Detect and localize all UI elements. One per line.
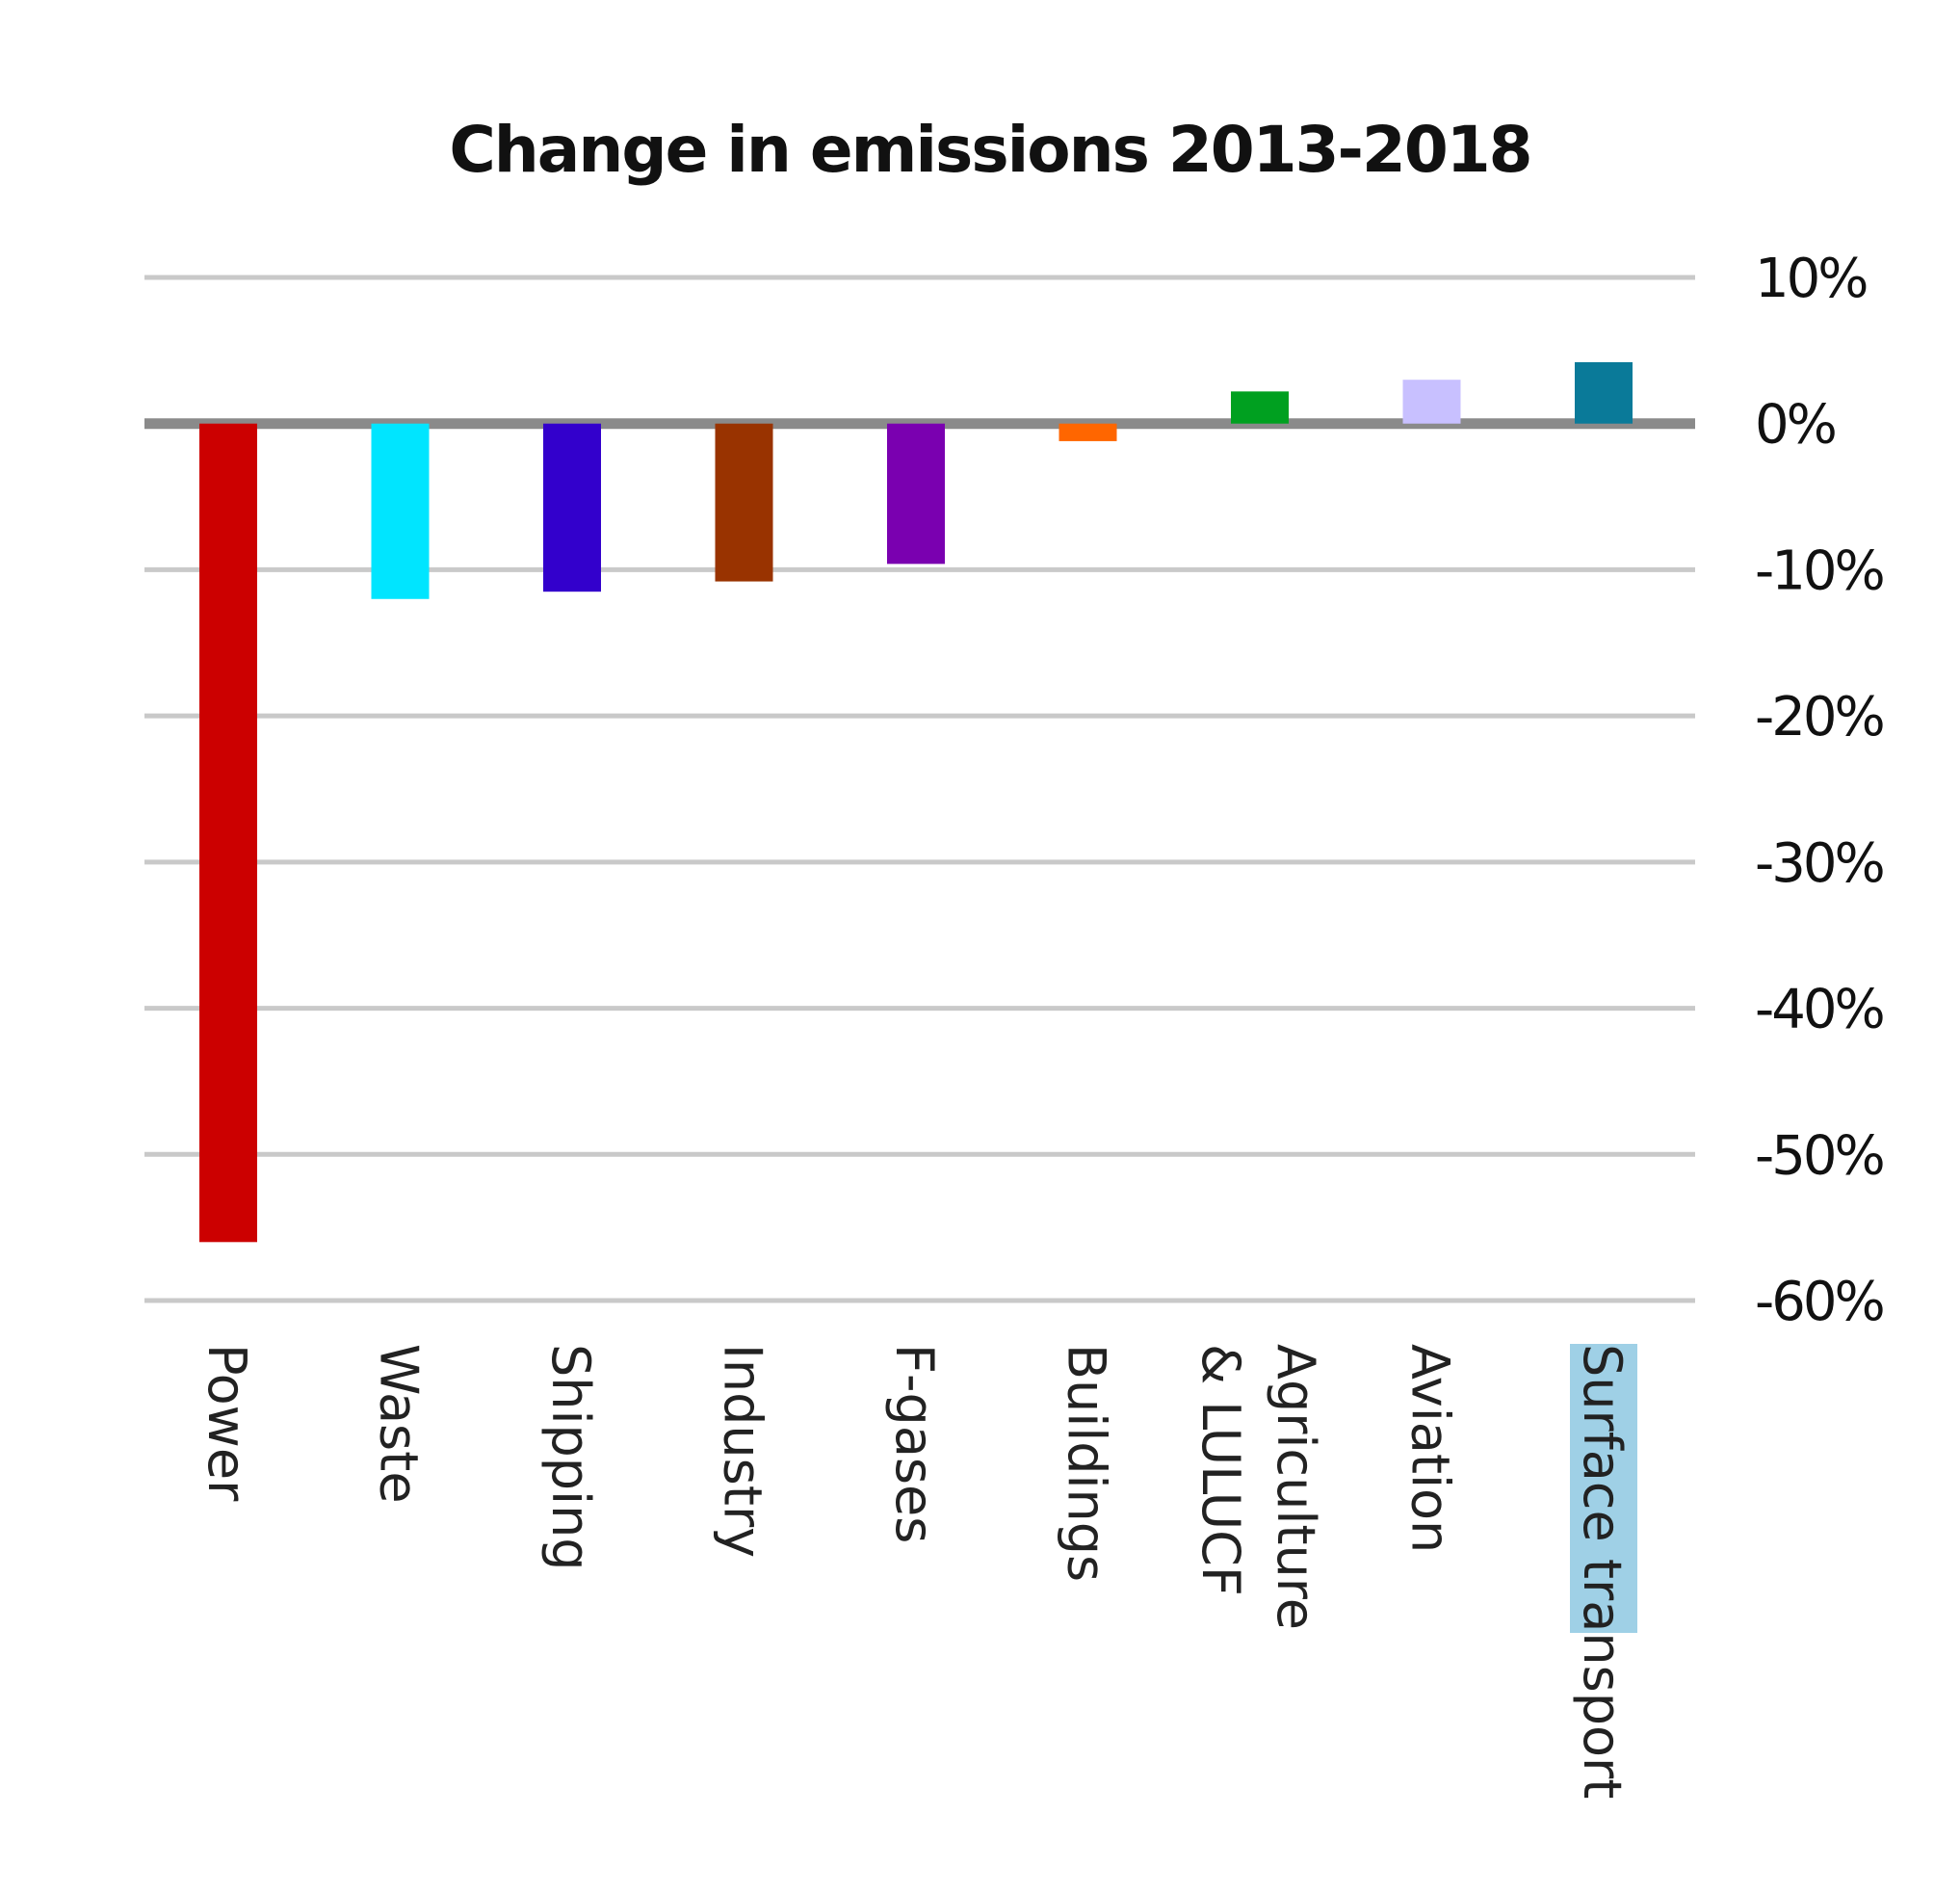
bar-aviation xyxy=(1402,380,1461,424)
category-label-shipping: Shipping xyxy=(540,1344,601,1571)
category-label-text: Aviation xyxy=(1400,1344,1461,1553)
bars xyxy=(199,361,1633,1243)
category-label-text: Waste xyxy=(369,1344,430,1504)
category-label-power: Power xyxy=(196,1344,257,1502)
y-tick-label: -40% xyxy=(1755,979,1883,1041)
bar-buildings xyxy=(1058,423,1117,441)
category-label-text: F-gases xyxy=(884,1344,945,1543)
bar-agriculture-lulucf xyxy=(1231,391,1289,424)
category-label-f-gases: F-gases xyxy=(884,1344,945,1543)
category-label-text: & LULUCF xyxy=(1190,1344,1251,1596)
category-label-aviation: Aviation xyxy=(1400,1344,1461,1553)
bar-surface-transport xyxy=(1575,361,1633,424)
bar-waste xyxy=(371,423,430,599)
text-selection-highlight xyxy=(1570,1344,1637,1633)
category-label-waste: Waste xyxy=(369,1344,430,1504)
category-label-text: Surface transport xyxy=(1572,1344,1633,1799)
category-label-text: Industry xyxy=(713,1344,773,1558)
category-labels: Power Waste Shipping Industry F-gases Buildin… xyxy=(196,1344,1637,1799)
category-label-text: Buildings xyxy=(1057,1344,1117,1582)
y-tick-label: -20% xyxy=(1755,686,1883,749)
category-label-text: Shipping xyxy=(540,1344,601,1571)
category-label-surface-transport: Surface transport xyxy=(1570,1344,1637,1799)
y-tick-label: 0% xyxy=(1755,394,1836,457)
y-tick-label: -60% xyxy=(1755,1271,1883,1333)
category-label-text: Agriculture xyxy=(1266,1344,1326,1630)
bar-industry xyxy=(715,423,773,582)
category-label-agriculture-lulucf: Agriculture& LULUCF xyxy=(1190,1344,1326,1630)
bar-f-gases xyxy=(887,423,945,565)
y-tick-label: -10% xyxy=(1755,539,1883,602)
chart-title: Change in emissions 2013-2018 xyxy=(449,113,1530,187)
y-tick-label: -50% xyxy=(1755,1124,1883,1187)
category-label-buildings: Buildings xyxy=(1057,1344,1117,1582)
y-tick-label: 10% xyxy=(1755,248,1867,310)
y-tick-label: -30% xyxy=(1755,832,1883,895)
bar-shipping xyxy=(543,423,601,592)
category-label-text: Power xyxy=(196,1344,257,1502)
bar-power xyxy=(199,423,257,1243)
category-label-industry: Industry xyxy=(713,1344,773,1558)
y-axis-tick-labels: 10% 0% -10% -20% -30% -40% -50% -60% xyxy=(1755,248,1886,1333)
